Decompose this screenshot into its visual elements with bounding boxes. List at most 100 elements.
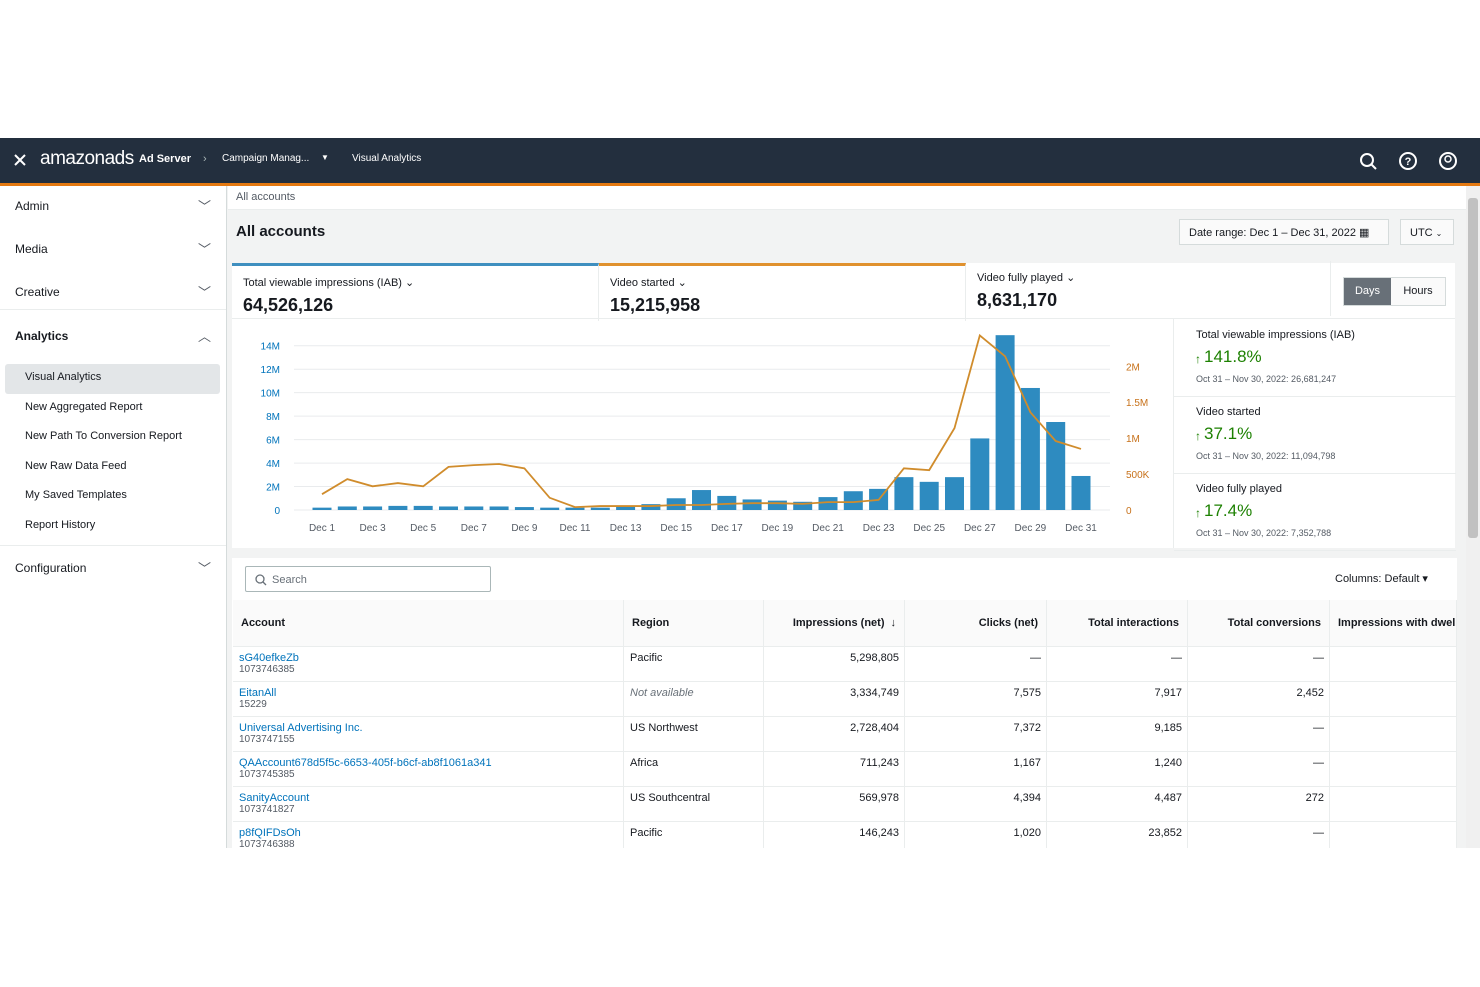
y-tick-label: 4M bbox=[266, 459, 280, 470]
help-icon[interactable]: ? bbox=[1399, 152, 1417, 170]
comparison-panel: Total viewable impressions (IAB) ↑ 141.8% O… bbox=[1173, 319, 1456, 551]
close-icon[interactable] bbox=[14, 154, 26, 166]
metric-tab[interactable]: Video started ⌄ 15,215,958 bbox=[599, 263, 966, 321]
metric-tab[interactable]: Video fully played ⌄ 8,631,170 bbox=[966, 261, 1331, 316]
account-link[interactable]: p8fQIFDsOh bbox=[239, 827, 301, 839]
bar bbox=[1071, 475, 1091, 510]
scrollbar[interactable] bbox=[1466, 186, 1480, 848]
timezone-select[interactable]: UTC ⌄ bbox=[1400, 219, 1454, 245]
column-header[interactable]: Total conversions bbox=[1188, 600, 1330, 647]
metric-name: Total viewable impressions (IAB) bbox=[243, 277, 402, 289]
nav-section[interactable]: Analytics bbox=[15, 329, 69, 343]
x-tick-label: Dec 5 bbox=[410, 523, 437, 534]
metric-name: Video started bbox=[610, 277, 675, 289]
chevron[interactable]: ﹀ bbox=[198, 199, 212, 214]
number-cell: 711,243 bbox=[764, 752, 905, 787]
nav-link[interactable]: New Raw Data Feed bbox=[25, 459, 127, 472]
account-id: 1073746385 bbox=[239, 664, 295, 675]
region-cell: Pacific bbox=[624, 822, 764, 848]
user-icon[interactable] bbox=[1439, 152, 1457, 170]
number-cell bbox=[1330, 647, 1457, 682]
nav-link[interactable]: Report History bbox=[25, 518, 96, 531]
dropdown-caret[interactable]: ▼ bbox=[321, 153, 329, 162]
bar bbox=[692, 490, 711, 510]
number-cell bbox=[1330, 822, 1457, 848]
nav-link[interactable]: My Saved Templates bbox=[25, 489, 127, 501]
toggle-days[interactable]: Days bbox=[1344, 278, 1391, 305]
up-arrow: ↑ bbox=[1195, 506, 1201, 520]
x-tick-label: Dec 27 bbox=[964, 523, 996, 534]
search-icon[interactable] bbox=[1360, 153, 1377, 170]
columns-menu[interactable]: Columns: Default ▾ bbox=[1335, 573, 1428, 585]
comparison-change: 17.4% bbox=[1204, 501, 1253, 520]
breadcrumb-link[interactable]: Campaign Manag... bbox=[222, 153, 310, 164]
number-cell: — bbox=[1188, 752, 1330, 787]
chevron[interactable]: ﹀ bbox=[198, 242, 212, 257]
comparison-change: 37.1% bbox=[1204, 424, 1253, 443]
column-header[interactable]: Total interactions bbox=[1047, 600, 1188, 647]
breadcrumb[interactable]: All accounts bbox=[236, 191, 296, 203]
account-cell: Universal Advertising Inc. 1073747155 bbox=[233, 717, 624, 752]
y2-tick-label: 500K bbox=[1126, 470, 1150, 481]
account-cell: QAAccount678d5f5c-6653-405f-b6cf-ab8f106… bbox=[233, 752, 624, 787]
chevron[interactable]: ︿ bbox=[198, 329, 212, 344]
header-text: Account bbox=[241, 617, 285, 629]
metric-label: Video fully played ⌄ bbox=[977, 272, 1076, 284]
logo[interactable]: amazonads bbox=[40, 148, 134, 169]
sidebar: Admin ﹀ Media ﹀ Creative ﹀ Analytics ︿ Configura… bbox=[0, 186, 227, 848]
nav-link[interactable]: New Aggregated Report bbox=[25, 400, 143, 413]
column-header[interactable]: Account bbox=[233, 600, 624, 647]
column-header[interactable]: Impressions (net) ↓ bbox=[764, 600, 905, 647]
account-cell: sG40efkeZb 1073746385 bbox=[233, 647, 624, 682]
comparison-card: Video started ↑ 37.1% Oct 31 – Nov 30, 2022… bbox=[1174, 396, 1456, 474]
search-input[interactable]: Search bbox=[245, 566, 491, 592]
account-id: 1073746388 bbox=[239, 839, 295, 848]
bar bbox=[540, 507, 560, 510]
nav-section[interactable]: Admin bbox=[15, 199, 50, 213]
nav-link[interactable]: Visual Analytics bbox=[25, 371, 102, 383]
region-cell: Pacific bbox=[624, 647, 764, 682]
number-cell: 4,394 bbox=[905, 787, 1047, 822]
chevron[interactable]: ﹀ bbox=[198, 285, 212, 300]
chart-card: Total viewable impressions (IAB) ⌄ 64,526… bbox=[232, 261, 1456, 551]
date-range-picker[interactable]: Date range: Dec 1 – Dec 31, 2022 ▦ bbox=[1179, 219, 1389, 245]
number-cell: 5,298,805 bbox=[764, 647, 905, 682]
account-link[interactable]: EitanAll bbox=[239, 687, 277, 699]
calendar-icon: ▦ bbox=[1359, 227, 1370, 239]
account-link[interactable]: QAAccount678d5f5c-6653-405f-b6cf-ab8f106… bbox=[239, 757, 492, 769]
x-tick-label: Dec 3 bbox=[360, 523, 387, 534]
number-cell: 7,575 bbox=[905, 682, 1047, 717]
nav-section[interactable]: Creative bbox=[15, 285, 60, 299]
bar bbox=[919, 481, 939, 510]
number-cell: 1,240 bbox=[1047, 752, 1188, 787]
bar bbox=[565, 507, 585, 510]
scroll-thumb[interactable] bbox=[1468, 198, 1478, 538]
column-header[interactable]: Clicks (net) bbox=[905, 600, 1047, 647]
chevron[interactable]: ﹀ bbox=[198, 561, 212, 576]
nav-section[interactable]: Media bbox=[15, 242, 48, 256]
granularity-toggle: Days Hours bbox=[1343, 277, 1446, 306]
page-title: All accounts bbox=[236, 223, 326, 240]
column-header[interactable]: Impressions with dwel bbox=[1330, 600, 1457, 647]
number-cell: — bbox=[1047, 647, 1188, 682]
bar bbox=[413, 505, 433, 510]
bar bbox=[767, 500, 787, 510]
comparison-card: Video fully played ↑ 17.4% Oct 31 – Nov 30,… bbox=[1174, 473, 1456, 551]
x-tick-label: Dec 19 bbox=[762, 523, 794, 534]
header-text: Impressions (net) bbox=[792, 617, 885, 629]
nav-link[interactable]: New Path To Conversion Report bbox=[25, 430, 182, 442]
number-cell: 7,917 bbox=[1047, 682, 1188, 717]
metric-value: 15,215,958 bbox=[610, 295, 701, 315]
toggle-hours[interactable]: Hours bbox=[1391, 278, 1445, 305]
account-link[interactable]: sG40efkeZb bbox=[239, 652, 299, 664]
metric-name: Video fully played bbox=[977, 272, 1064, 284]
metric-tab[interactable]: Total viewable impressions (IAB) ⌄ 64,526… bbox=[232, 263, 599, 321]
nav-section[interactable]: Configuration bbox=[15, 561, 87, 575]
column-header[interactable]: Region bbox=[624, 600, 764, 647]
account-link[interactable]: Universal Advertising Inc. bbox=[239, 722, 363, 734]
divider bbox=[0, 545, 226, 546]
account-link[interactable]: SanityAccount bbox=[239, 792, 310, 804]
x-tick-label: Dec 17 bbox=[711, 523, 743, 534]
top-nav: amazonads Ad Server › Campaign Manag... … bbox=[0, 138, 1480, 186]
